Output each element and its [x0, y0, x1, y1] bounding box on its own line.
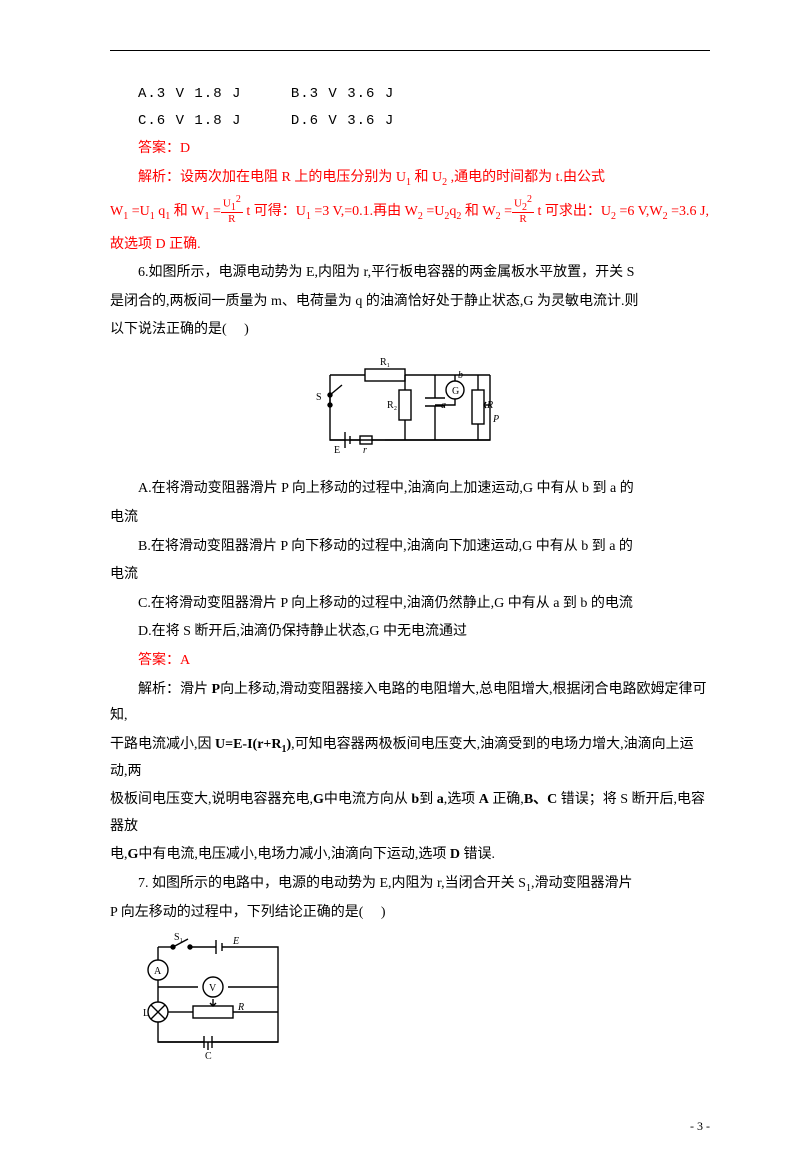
label-s1: S₁ [174, 932, 183, 943]
opt-c: C.6 V 1.8 J [138, 113, 241, 129]
q7-text-line1: 7. 如图所示的电路中，电源的电动势为 E,内阻为 r,当闭合开关 S1,滑动变… [110, 871, 710, 898]
q6-opt-c: C.在将滑动变阻器滑片 P 向上移动的过程中,油滴仍然静止,G 中有从 a 到 … [110, 591, 710, 618]
q5-options: A.3 V 1.8 J B.3 V 3.6 J [110, 81, 710, 108]
q6-exp-line2: 干路电流减小,因 U=E-I(r+R1),可知电容器两极板间电压变大,油滴受到的… [110, 732, 710, 785]
label-a2: A [154, 966, 162, 977]
q6-opt-a2: 电流 [110, 505, 710, 532]
label-r: r [363, 445, 367, 456]
q6-text-line2: 是闭合的,两板间一质量为 m、电荷量为 q 的油滴恰好处于静止状态,G 为灵敏电… [110, 289, 710, 316]
label-r2: R₂ [387, 400, 397, 411]
q6-answer: 答案：A [110, 648, 710, 675]
q5-explanation-formula: W1 =U1 q1 和 W1 =U12R t 可得：U1 =3 V,=0.1.再… [110, 196, 710, 228]
label-e2: E [232, 936, 239, 947]
q5-explanation-conclude: 故选项 D 正确. [110, 232, 710, 259]
q6-text-line3: 以下说法正确的是( ) [110, 317, 710, 344]
label-rr: R [486, 400, 493, 411]
q5-explanation-line1: 解析：设两次加在电阻 R 上的电压分别为 U1 和 U2 ,通电的时间都为 t.… [110, 165, 710, 192]
label-b: b [458, 370, 463, 381]
label-p: P [492, 414, 499, 425]
q5-options-2: C.6 V 1.8 J D.6 V 3.6 J [110, 108, 710, 135]
label-g: G [452, 386, 459, 397]
q6-opt-b2: 电流 [110, 562, 710, 589]
label-s: S [316, 392, 322, 403]
circuit-figure-2: S₁ E A V L R C [110, 932, 710, 1073]
q6-exp-line1: 解析：滑片 P向上移动,滑动变阻器接入电路的电阻增大,总电阻增大,根据闭合电路欧… [110, 677, 710, 730]
q5-answer: 答案：D [110, 136, 710, 163]
label-a: a [441, 400, 446, 411]
label-r3: R [237, 1002, 244, 1013]
q6-opt-b: B.在将滑动变阻器滑片 P 向下移动的过程中,油滴向下加速运动,G 中有从 b … [110, 534, 710, 561]
page-number: - 3 - [690, 1115, 710, 1138]
opt-a: A.3 V 1.8 J [138, 86, 241, 102]
q6-opt-d: D.在将 S 断开后,油滴仍保持静止状态,G 中无电流通过 [110, 619, 710, 646]
label-r1: R₁ [380, 357, 390, 368]
q7-text-line2: P 向左移动的过程中，下列结论正确的是( ) [110, 900, 710, 927]
circuit-figure-1: R₁ S E r R₂ G b a R P [110, 350, 710, 471]
q6-text-line1: 6.如图所示，电源电动势为 E,内阻为 r,平行板电容器的两金属板水平放置，开关… [110, 260, 710, 287]
opt-b: B.3 V 3.6 J [291, 86, 394, 102]
opt-d: D.6 V 3.6 J [291, 113, 394, 129]
label-v: V [209, 983, 217, 994]
label-c: C [205, 1051, 212, 1062]
q6-exp-line3: 极板间电压变大,说明电容器充电,G中电流方向从 b到 a,选项 A 正确,B、C… [110, 787, 710, 840]
label-l: L [143, 1008, 149, 1019]
q6-opt-a: A.在将滑动变阻器滑片 P 向上移动的过程中,油滴向上加速运动,G 中有从 b … [110, 476, 710, 503]
label-e: E [334, 445, 340, 456]
q6-exp-line4: 电,G中有电流,电压减小,电场力减小,油滴向下运动,选项 D 错误. [110, 842, 710, 869]
